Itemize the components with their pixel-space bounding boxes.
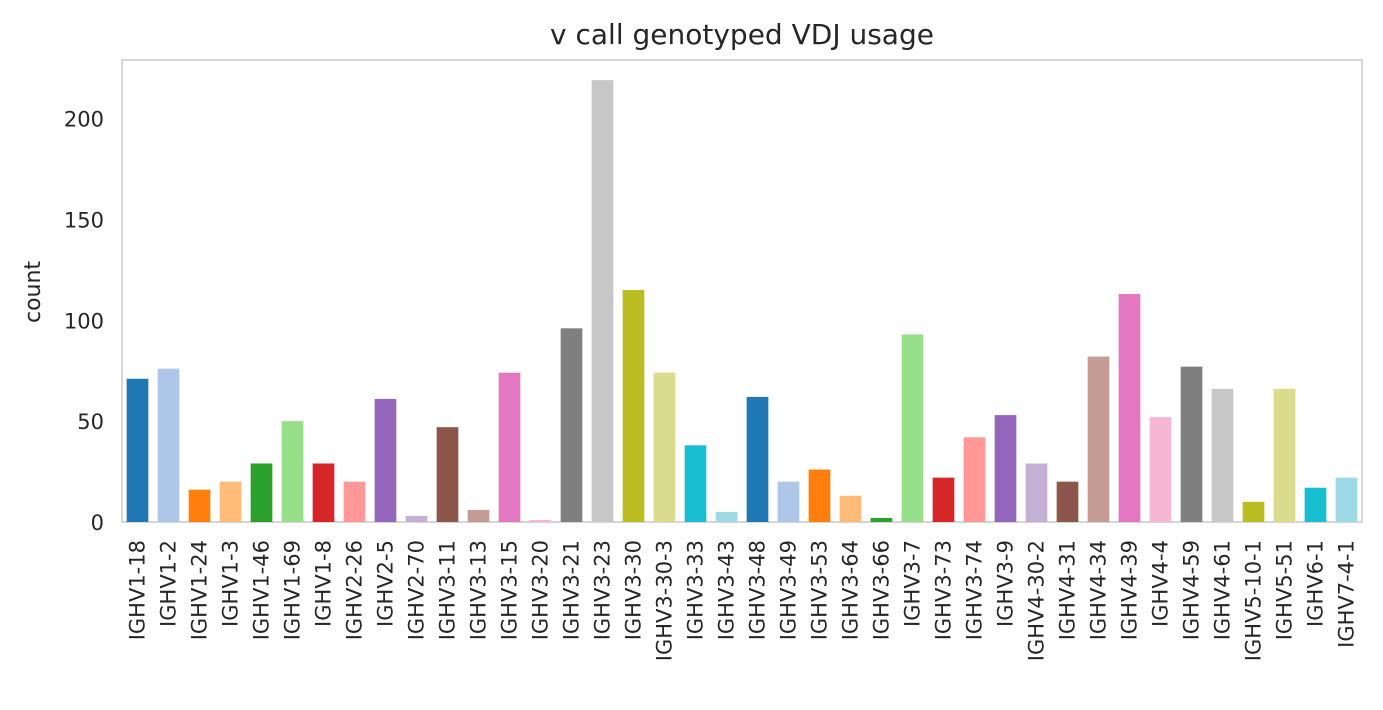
x-tick-label: IGHV4-30-2	[1025, 540, 1049, 661]
x-tick-label: IGHV4-31	[1056, 540, 1080, 640]
bars	[126, 80, 1358, 522]
bar	[808, 469, 831, 522]
x-tick-label: IGHV1-2	[157, 540, 181, 627]
bar	[1242, 501, 1265, 522]
x-tick-label: IGHV7-4-1	[1335, 540, 1359, 648]
y-tick-label: 50	[77, 410, 104, 434]
bar	[467, 509, 490, 522]
x-tick-label: IGHV3-48	[746, 540, 770, 640]
x-tick-label: IGHV3-74	[963, 540, 987, 640]
y-axis-label: count	[21, 261, 46, 323]
x-tick-label: IGHV6-1	[1304, 540, 1328, 627]
x-tick-label: IGHV3-21	[560, 540, 584, 640]
bar	[343, 481, 366, 522]
bar	[157, 368, 180, 522]
bar	[1335, 477, 1358, 522]
bar	[1180, 366, 1203, 522]
bar	[560, 328, 583, 522]
x-tick-label: IGHV2-5	[374, 540, 398, 627]
x-tick-label: IGHV4-61	[1211, 540, 1235, 640]
bar	[312, 463, 335, 522]
bar	[436, 427, 459, 522]
bar	[591, 80, 614, 522]
x-tick-label: IGHV4-59	[1180, 540, 1204, 640]
x-tick-label: IGHV3-64	[839, 540, 863, 640]
bar	[684, 445, 707, 522]
x-axis: IGHV1-18 IGHV1-2 IGHV1-24 IGHV1-3 IGHV1-46 IG…	[126, 540, 1359, 661]
bar	[653, 372, 676, 522]
x-tick-label: IGHV5-51	[1273, 540, 1297, 640]
x-tick-label: IGHV4-34	[1087, 540, 1111, 640]
x-tick-label: IGHV2-70	[405, 540, 429, 640]
bar	[374, 398, 397, 522]
x-tick-label: IGHV1-8	[312, 540, 336, 627]
bar	[1273, 388, 1296, 522]
bar	[529, 519, 552, 522]
bar	[405, 515, 428, 522]
x-tick-label: IGHV1-18	[126, 540, 150, 640]
x-tick-label: IGHV3-43	[715, 540, 739, 640]
x-tick-label: IGHV3-7	[901, 540, 925, 627]
bar	[715, 511, 738, 522]
x-tick-label: IGHV3-15	[498, 540, 522, 640]
x-tick-label: IGHV1-46	[250, 540, 274, 640]
y-tick-label: 0	[91, 511, 104, 535]
x-tick-label: IGHV3-49	[777, 540, 801, 640]
x-tick-label: IGHV3-30	[622, 540, 646, 640]
x-tick-label: IGHV3-53	[808, 540, 832, 640]
bar	[498, 372, 521, 522]
x-tick-label: IGHV3-9	[994, 540, 1018, 627]
bar	[1304, 487, 1327, 522]
x-tick-label: IGHV1-3	[219, 540, 243, 627]
bar	[901, 334, 924, 522]
bar	[1118, 294, 1141, 522]
y-axis: 0 50 100 150 200	[64, 108, 104, 535]
bar	[746, 396, 769, 522]
x-tick-label: IGHV4-39	[1118, 540, 1142, 640]
bar	[188, 489, 211, 522]
bar	[250, 463, 273, 522]
bar	[963, 437, 986, 522]
x-tick-label: IGHV3-13	[467, 540, 491, 640]
bar	[932, 477, 955, 522]
x-tick-label: IGHV3-66	[870, 540, 894, 640]
bar	[622, 289, 645, 522]
y-tick-label: 150	[64, 208, 104, 232]
x-tick-label: IGHV3-20	[529, 540, 553, 640]
bar	[1211, 388, 1234, 522]
bar	[1149, 417, 1172, 522]
x-tick-label: IGHV2-26	[343, 540, 367, 640]
chart-title: v call genotyped VDJ usage	[550, 18, 934, 51]
bar	[1056, 481, 1079, 522]
x-tick-label: IGHV4-4	[1149, 540, 1173, 627]
x-tick-label: IGHV3-33	[684, 540, 708, 640]
x-tick-label: IGHV1-69	[281, 540, 305, 640]
bar	[994, 415, 1017, 522]
x-tick-label: IGHV1-24	[188, 540, 212, 640]
x-tick-label: IGHV5-10-1	[1242, 540, 1266, 661]
bar	[839, 495, 862, 522]
bar	[219, 481, 242, 522]
bar	[1025, 463, 1048, 522]
x-tick-label: IGHV3-23	[591, 540, 615, 640]
x-tick-label: IGHV3-30-3	[653, 540, 677, 661]
plot-frame	[121, 59, 1363, 523]
y-tick-label: 100	[64, 309, 104, 333]
bar	[1087, 356, 1110, 522]
y-tick-label: 200	[64, 108, 104, 132]
x-tick-label: IGHV3-73	[932, 540, 956, 640]
bar	[870, 517, 893, 522]
bar	[777, 481, 800, 522]
x-tick-label: IGHV3-11	[436, 540, 460, 640]
bar	[281, 421, 304, 522]
bar	[126, 378, 149, 522]
